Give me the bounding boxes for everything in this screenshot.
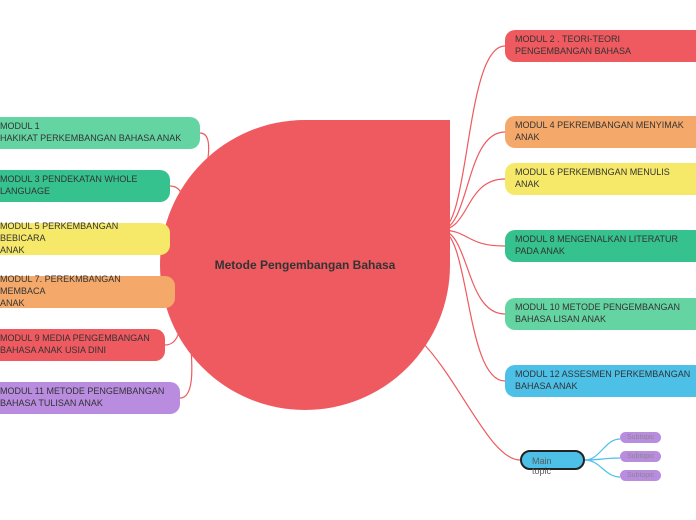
left-node-4[interactable]: MODUL 9 MEDIA PENGEMBANGANBAHASA ANAK US… [0,329,165,361]
right-node-5[interactable]: MODUL 12 ASSESMEN PERKEMBANGANBAHASA ANA… [505,365,696,397]
left-node-3[interactable]: MODUL 7. PEREKMBANGAN MEMBACAANAK [0,276,175,308]
right-node-1[interactable]: MODUL 4 PEKREMBANGAN MENYIMAKANAK [505,116,696,148]
left-node-0[interactable]: MODUL 1HAKIKAT PERKEMBANGAN BAHASA ANAK [0,117,200,149]
main-topic-node[interactable]: Main topic [520,450,585,470]
subtopic-1[interactable]: Subtopic [620,451,661,462]
left-node-1[interactable]: MODUL 3 PENDEKATAN WHOLELANGUAGE [0,170,170,202]
center-title: Metode Pengembangan Bahasa [215,258,396,272]
subtopic-2[interactable]: Subtopic [620,470,661,481]
left-node-2[interactable]: MODUL 5 PERKEMBANGAN BEBICARAANAK [0,223,170,255]
right-node-2[interactable]: MODUL 6 PERKEMBNGAN MENULISANAK [505,163,696,195]
right-node-4[interactable]: MODUL 10 METODE PENGEMBANGANBAHASA LISAN… [505,298,696,330]
center-node[interactable]: Metode Pengembangan Bahasa [160,120,450,410]
subtopic-0[interactable]: Subtopic [620,432,661,443]
right-node-3[interactable]: MODUL 8 MENGENALKAN LITERATURPADA ANAK [505,230,696,262]
left-node-5[interactable]: MODUL 11 METODE PENGEMBANGANBAHASA TULIS… [0,382,180,414]
right-node-0[interactable]: MODUL 2 . TEORI-TEORIPENGEMBANGAN BAHASA [505,30,696,62]
